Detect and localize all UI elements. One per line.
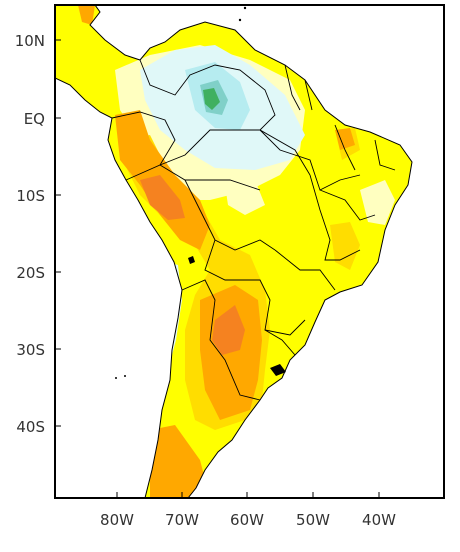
lake	[270, 364, 286, 376]
lon-label-80w: 80W	[100, 511, 134, 529]
orange-region	[78, 5, 95, 25]
island	[238, 18, 242, 22]
island	[243, 6, 247, 10]
green-region	[203, 88, 220, 110]
lat-label-eq: EQ	[24, 110, 45, 128]
lat-label-10s: 10S	[16, 187, 45, 205]
light-yellow-region	[360, 180, 395, 225]
lon-label-70w: 70W	[165, 511, 199, 529]
dark-orange-region	[140, 175, 185, 220]
lake	[188, 256, 195, 264]
island	[115, 377, 117, 379]
lat-label-20s: 20S	[16, 264, 45, 282]
coastline	[55, 5, 413, 498]
lon-label-50w: 50W	[296, 511, 330, 529]
lat-label-10n: 10N	[15, 32, 45, 50]
orange-region	[335, 128, 355, 150]
lon-label-40w: 40W	[362, 511, 396, 529]
latitude-axis: 10N EQ 10S 20S 30S 40S	[15, 32, 61, 436]
lat-label-30s: 30S	[16, 341, 45, 359]
map-frame	[54, 4, 445, 499]
lon-label-60w: 60W	[230, 511, 264, 529]
island	[124, 375, 126, 377]
orange-region	[150, 425, 210, 498]
dark-orange-region	[212, 305, 245, 355]
lat-label-40s: 40S	[16, 418, 45, 436]
longitude-axis: 80W 70W 60W 50W 40W	[100, 492, 396, 529]
gold-region	[330, 222, 360, 270]
country-borders	[111, 59, 396, 401]
